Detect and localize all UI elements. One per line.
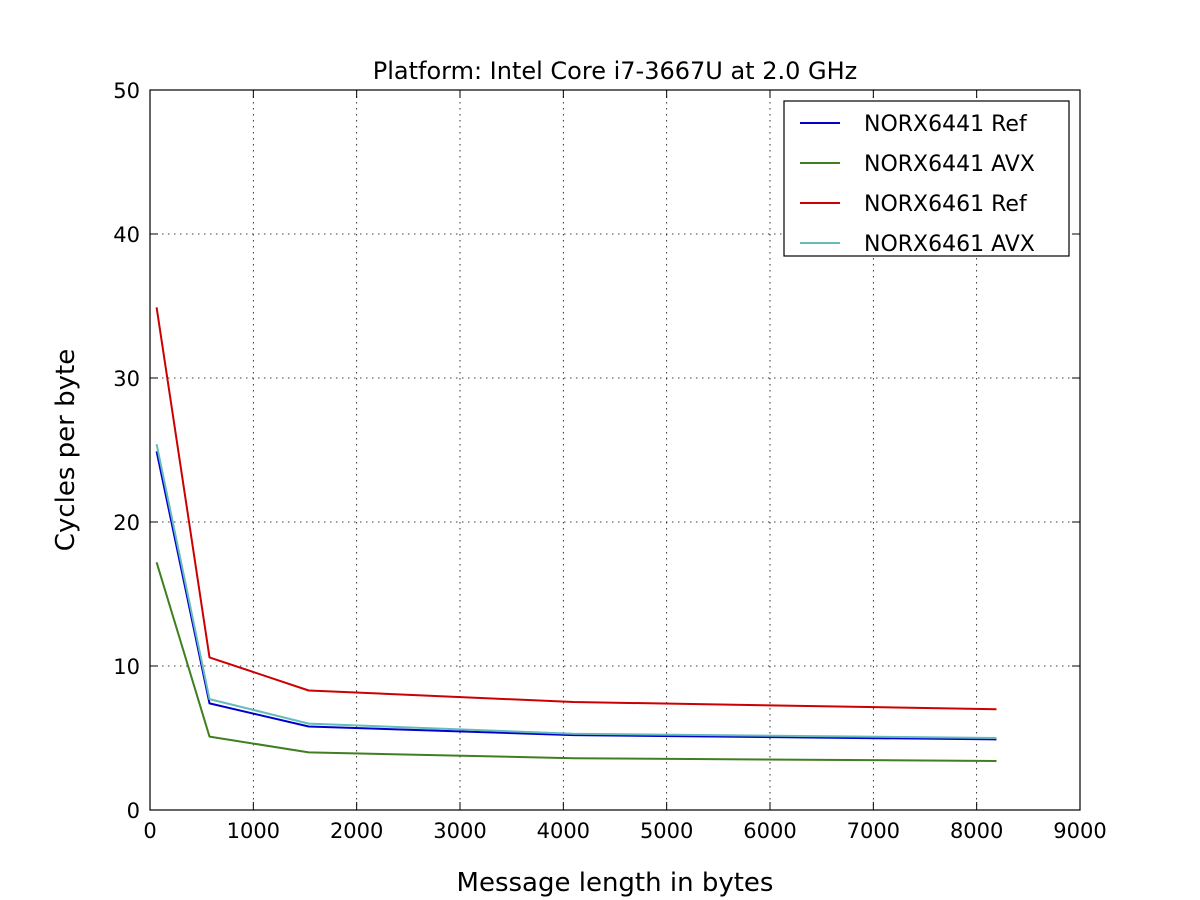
axis-ticks xyxy=(149,89,1081,811)
legend-label: NORX6461 Ref xyxy=(864,192,1028,217)
legend-label: NORX6461 AVX xyxy=(864,232,1035,257)
y-tick-label: 30 xyxy=(113,367,140,391)
x-tick-label: 4000 xyxy=(537,819,590,843)
legend: NORX6441 Ref NORX6441 AVX NORX6461 Ref NORX… xyxy=(783,100,1070,257)
x-axis-label: Message length in bytes xyxy=(457,868,774,898)
series-lines xyxy=(155,307,997,762)
plot-frame xyxy=(149,89,1081,811)
series-line-norx6461-ref xyxy=(155,307,997,711)
x-tick-label: 2000 xyxy=(330,819,383,843)
x-tick-label: 5000 xyxy=(640,819,693,843)
y-tick-label: 10 xyxy=(113,655,140,679)
series-line-norx6461-avx xyxy=(155,443,997,739)
y-tick-label: 20 xyxy=(113,511,140,535)
x-tick-label: 9000 xyxy=(1053,819,1106,843)
tick-labels: 0 1000 2000 3000 4000 5000 6000 7000 8000 9000 0 10… xyxy=(113,79,1106,843)
x-tick-label: 7000 xyxy=(847,819,900,843)
x-tick-label: 3000 xyxy=(433,819,486,843)
series-line-norx6441-avx xyxy=(155,562,997,762)
y-tick-label: 0 xyxy=(127,799,140,823)
y-tick-label: 50 xyxy=(113,79,140,103)
y-tick-label: 40 xyxy=(113,223,140,247)
legend-label: NORX6441 Ref xyxy=(864,112,1028,137)
x-tick-label: 0 xyxy=(143,819,156,843)
x-tick-label: 6000 xyxy=(743,819,796,843)
legend-box xyxy=(783,100,1070,257)
series-line-norx6441-ref xyxy=(155,451,997,741)
y-axis-label: Cycles per byte xyxy=(51,349,81,551)
x-tick-label: 1000 xyxy=(227,819,280,843)
legend-label: NORX6441 AVX xyxy=(864,152,1035,177)
chart-title: Platform: Intel Core i7-3667U at 2.0 GHz xyxy=(373,57,858,85)
x-tick-label: 8000 xyxy=(950,819,1003,843)
